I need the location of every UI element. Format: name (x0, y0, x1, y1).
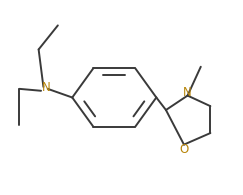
Text: N: N (42, 81, 51, 94)
Text: O: O (179, 143, 189, 156)
Text: N: N (182, 86, 191, 99)
